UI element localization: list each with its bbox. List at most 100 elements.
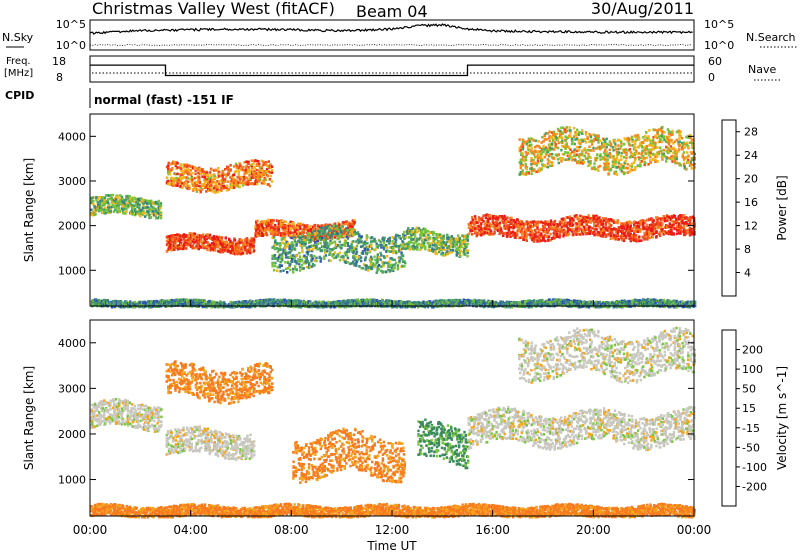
power-cell	[589, 135, 593, 139]
power-cell	[648, 236, 651, 240]
power-cell	[595, 138, 598, 141]
power-cell	[310, 236, 314, 239]
power-cell	[620, 234, 623, 238]
power-cell	[193, 176, 196, 180]
power-cell	[565, 158, 568, 161]
power-cell	[434, 242, 437, 246]
power-cell	[577, 232, 581, 236]
power-cell	[532, 139, 535, 142]
power-cell	[665, 231, 669, 235]
power-cell	[379, 240, 382, 243]
power-cell	[529, 233, 532, 237]
power-cell	[284, 267, 288, 271]
power-cell	[548, 143, 552, 146]
power-cell	[656, 216, 659, 219]
power-cell	[186, 184, 189, 188]
power-cell	[306, 259, 309, 263]
power-cell	[310, 249, 314, 253]
power-cell	[245, 182, 248, 186]
power-cell	[250, 182, 254, 186]
power-cell	[353, 248, 356, 251]
power-cell	[167, 182, 170, 185]
power-cell	[691, 232, 695, 235]
power-cell	[221, 174, 224, 178]
power-cell	[588, 216, 592, 220]
power-cell	[360, 235, 363, 238]
power-cell	[237, 170, 240, 173]
power-cell	[111, 193, 115, 197]
power-cell	[232, 184, 236, 188]
power-cell	[341, 227, 344, 230]
power-cell	[548, 130, 551, 134]
power-cell	[643, 231, 646, 235]
power-cell	[247, 160, 250, 164]
power-cell	[673, 215, 677, 218]
power-cell	[638, 235, 641, 239]
power-cell	[688, 231, 692, 234]
power-cell	[548, 146, 552, 150]
power-cell	[623, 225, 626, 229]
power-cell	[112, 210, 115, 213]
power-cell	[605, 165, 608, 169]
power-cell	[430, 242, 433, 245]
power-cell	[673, 220, 677, 223]
power-cell	[278, 222, 281, 225]
power-cell	[376, 265, 379, 269]
power-cell	[279, 248, 282, 251]
power-cell	[546, 132, 550, 135]
power-cell	[291, 260, 294, 263]
power-cell	[485, 213, 489, 216]
freq-left-label-line1: Freq.	[6, 56, 31, 67]
power-cell	[310, 244, 313, 248]
power-cell	[353, 233, 356, 236]
power-cell	[540, 234, 543, 238]
power-cell	[461, 243, 464, 246]
power-cell	[183, 170, 187, 174]
power-cell	[264, 162, 268, 166]
power-cell	[237, 166, 240, 169]
power-cell	[669, 227, 672, 231]
power-cell	[428, 249, 432, 252]
power-cell	[586, 157, 589, 161]
power-cell	[440, 239, 443, 242]
power-cell	[391, 239, 394, 243]
power-cell	[289, 226, 292, 230]
power-cell	[543, 230, 547, 234]
power-cell	[401, 235, 405, 239]
power-cell	[186, 164, 190, 167]
power-cell	[496, 216, 500, 220]
power-cell	[174, 237, 177, 240]
power-cell	[240, 252, 243, 255]
power-cell	[518, 173, 521, 176]
power-cell	[214, 245, 217, 249]
power-cell	[298, 266, 302, 269]
power-cell	[196, 236, 200, 239]
power-cell	[291, 257, 294, 261]
power-cell	[258, 232, 261, 235]
power-cell	[148, 200, 151, 203]
power-cell	[519, 236, 522, 239]
power-cell	[592, 149, 595, 152]
power-cell	[580, 161, 583, 164]
power-cell	[333, 251, 337, 254]
power-cell	[254, 168, 257, 171]
power-cell	[117, 206, 121, 210]
power-cell	[95, 196, 98, 199]
power-cell	[546, 231, 549, 234]
power-cell	[193, 165, 196, 169]
power-cell	[510, 216, 513, 220]
power-cell	[458, 251, 461, 255]
power-cell	[563, 153, 566, 156]
power-cell	[178, 239, 181, 243]
power-cell	[526, 147, 530, 150]
power-cell	[127, 194, 130, 198]
power-cell	[301, 250, 304, 254]
power-cell	[181, 170, 184, 173]
power-cell	[616, 231, 619, 234]
power-cell	[466, 254, 469, 258]
power-cell	[107, 197, 110, 201]
power-cell	[440, 235, 443, 238]
power-cell	[185, 182, 189, 186]
power-cell	[210, 242, 214, 245]
power-cell	[446, 236, 449, 240]
